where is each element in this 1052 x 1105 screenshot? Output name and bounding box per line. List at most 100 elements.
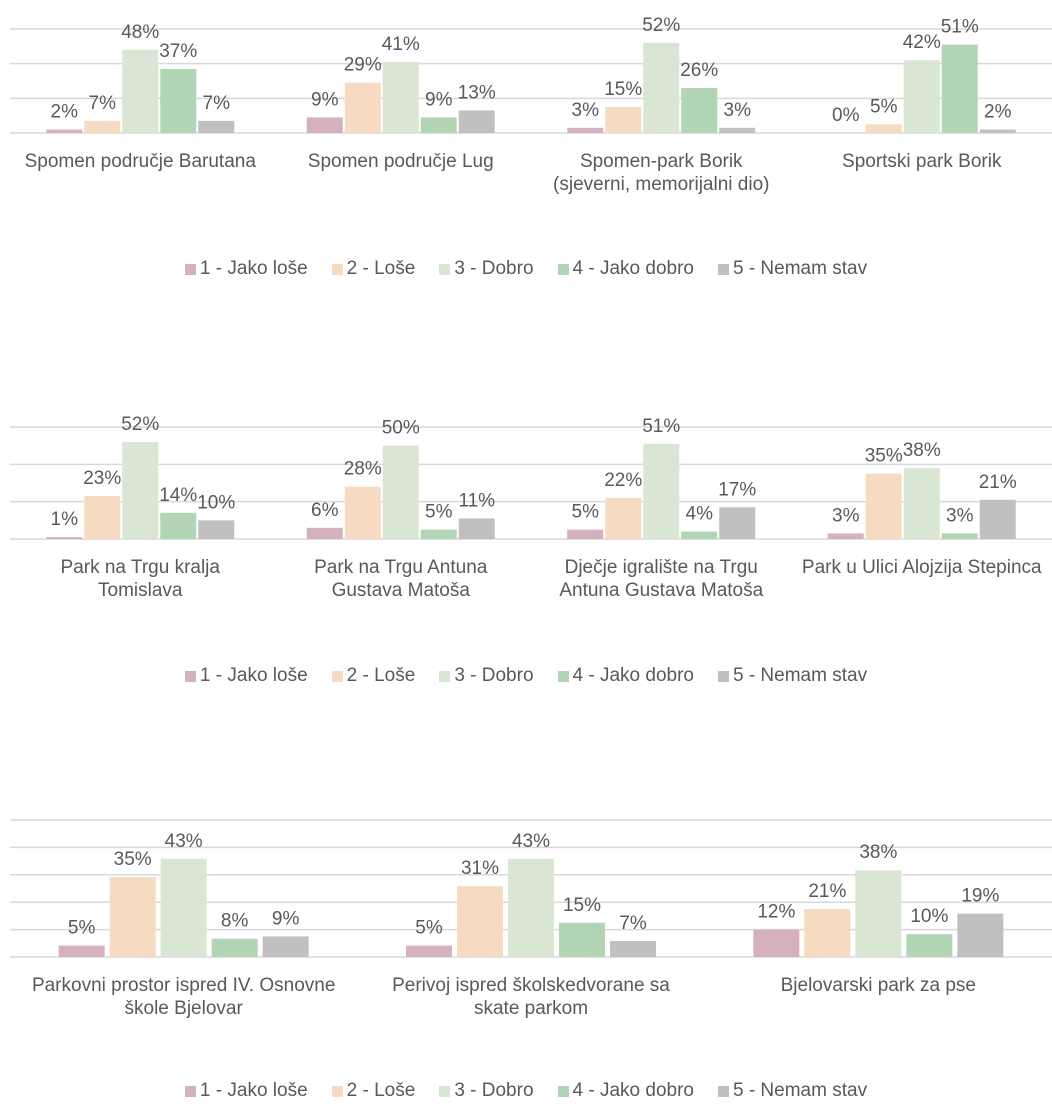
data-label: 2% — [984, 102, 1012, 123]
bar — [420, 529, 457, 539]
x-tick-label: Park na Trgu Antuna Gustava Matoša — [314, 557, 488, 601]
data-label: 6% — [311, 500, 339, 521]
legend-swatch — [331, 670, 343, 682]
legend-label: 1 - Jako loše — [199, 665, 308, 686]
data-label: 35% — [114, 849, 152, 870]
bar — [941, 533, 978, 539]
bar — [610, 941, 656, 957]
bar — [198, 120, 235, 133]
x-tick-label: Park u Ulici Alojzija Stepinca — [801, 557, 1042, 578]
legend-swatch — [184, 263, 196, 275]
bar — [906, 934, 953, 957]
bar — [681, 87, 718, 133]
x-tick-label: Dječje igralište na Trgu Antuna Gustava … — [559, 557, 764, 601]
legend-label: 5 - Nemam stav — [732, 258, 868, 279]
data-label: 43% — [512, 831, 550, 852]
bar — [855, 870, 902, 957]
data-label: 9% — [425, 89, 453, 110]
bar — [903, 468, 940, 539]
bar — [979, 129, 1016, 133]
legend-swatch — [557, 1085, 569, 1097]
bar — [979, 499, 1016, 539]
legend-item: 2 - Loše — [331, 665, 415, 687]
bar — [344, 82, 381, 133]
data-label: 13% — [458, 82, 496, 103]
data-label: 52% — [642, 15, 680, 36]
data-label: 15% — [563, 895, 601, 916]
legend-item: 5 - Nemam stav — [717, 1080, 868, 1102]
legend-item: 2 - Loše — [331, 258, 416, 280]
bar — [719, 507, 756, 539]
legend-label: 2 - Loše — [346, 258, 416, 279]
data-label: 15% — [604, 79, 642, 100]
bar — [827, 533, 864, 539]
bar — [382, 61, 419, 133]
bar — [458, 110, 495, 133]
data-label: 9% — [272, 908, 300, 929]
data-label: 31% — [461, 858, 499, 879]
legend-swatch — [557, 670, 569, 682]
bar — [903, 60, 940, 134]
bar — [58, 945, 105, 957]
legend-swatch — [439, 1085, 451, 1097]
x-tick-label: Spomen područje Barutana — [24, 151, 256, 172]
data-label: 5% — [68, 918, 96, 939]
legend-item: 5 - Nemam stav — [717, 665, 867, 687]
bar — [681, 531, 718, 539]
legend-item: 4 - Jako dobro — [557, 665, 694, 687]
data-label: 43% — [165, 831, 203, 852]
x-tick-label: Spomen područje Lug — [307, 151, 494, 172]
legend: 1 - Jako loše 2 - Loše 3 - Dobro 4 - Jako d… — [0, 665, 1052, 687]
legend-item: 3 - Dobro — [439, 258, 534, 280]
bar — [719, 127, 756, 133]
data-label: 41% — [382, 34, 420, 55]
data-label: 10% — [197, 492, 235, 513]
legend-item: 1 - Jako loše — [184, 258, 308, 280]
bar — [160, 858, 207, 957]
legend-label: 5 - Nemam stav — [732, 1080, 868, 1101]
x-tick-label: Spomen-park Borik (sjeverni, memorijalni… — [553, 151, 770, 195]
bar — [382, 445, 419, 539]
bar — [160, 512, 197, 539]
x-tick-label: Park na Trgu kralja Tomislava — [60, 557, 220, 601]
legend-label: 3 - Dobro — [454, 1080, 534, 1101]
legend-item: 1 - Jako loše — [184, 665, 308, 687]
legend-swatch — [717, 1085, 729, 1097]
data-label: 8% — [221, 911, 249, 932]
data-label: 29% — [344, 55, 382, 76]
bar — [457, 886, 503, 957]
data-label: 7% — [203, 93, 231, 114]
legend-label: 3 - Dobro — [454, 665, 534, 686]
data-label: 3% — [832, 505, 860, 526]
bar — [567, 529, 604, 539]
data-label: 23% — [83, 468, 121, 489]
legend-label: 2 - Loše — [346, 1080, 416, 1101]
data-label: 5% — [415, 918, 443, 939]
bar — [508, 858, 554, 957]
legend: 1 - Jako loše 2 - Loše 3 - Dobro 4 - Jako d… — [0, 258, 1052, 280]
bar — [605, 107, 642, 133]
data-label: 21% — [808, 881, 846, 902]
legend-item: 4 - Jako dobro — [557, 258, 694, 280]
x-tick-label: Parkovni prostor ispred IV. Osnovne škol… — [31, 975, 336, 1019]
data-label: 1% — [51, 509, 79, 530]
bar — [344, 486, 381, 539]
data-label: 7% — [89, 93, 117, 114]
data-label: 28% — [344, 459, 382, 480]
data-label: 48% — [121, 22, 159, 43]
legend-swatch — [331, 1085, 343, 1097]
data-label: 37% — [159, 41, 197, 62]
legend-swatch — [184, 1085, 196, 1097]
data-label: 35% — [865, 446, 903, 467]
legend-swatch — [331, 263, 343, 275]
legend-label: 4 - Jako dobro — [572, 665, 694, 686]
data-label: 7% — [619, 913, 647, 934]
bar — [804, 909, 851, 957]
bar — [753, 929, 800, 957]
legend-item: 5 - Nemam stav — [717, 258, 868, 280]
bar — [420, 117, 457, 133]
data-label: 5% — [870, 96, 898, 117]
bar — [109, 877, 156, 957]
